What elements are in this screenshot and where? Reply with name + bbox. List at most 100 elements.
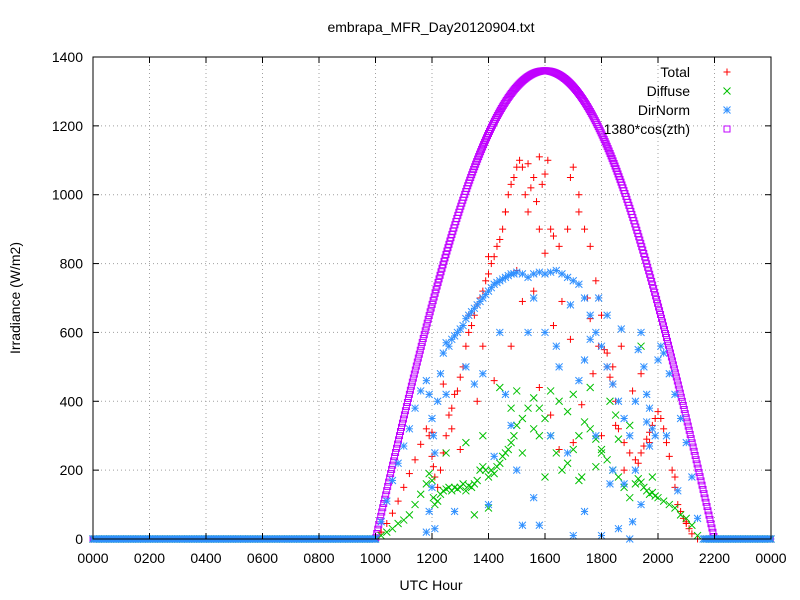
total-point xyxy=(507,342,515,350)
total-point xyxy=(578,401,586,409)
dirnorm-point xyxy=(671,390,679,399)
total-point xyxy=(485,253,492,261)
dirnorm-point xyxy=(673,486,682,495)
total-point xyxy=(657,415,665,422)
x-tick-label: 2000 xyxy=(642,550,673,566)
diffuse-point xyxy=(586,383,595,392)
envelope-point xyxy=(481,138,489,146)
diffuse-point xyxy=(659,497,668,505)
diffuse-point xyxy=(535,431,544,440)
envelope-point xyxy=(605,147,613,155)
dirnorm-point xyxy=(620,414,628,423)
envelope-point xyxy=(667,353,675,361)
total-point xyxy=(566,174,574,181)
dirnorm-point xyxy=(637,328,645,337)
dirnorm-point xyxy=(445,342,453,351)
envelope-point xyxy=(425,312,433,320)
dirnorm-point xyxy=(628,517,637,526)
x-axis-label: UTC Hour xyxy=(399,577,462,593)
diffuse-point xyxy=(495,459,504,468)
dirnorm-point xyxy=(614,524,623,533)
legend-label: Diffuse xyxy=(647,83,691,99)
diffuse-point xyxy=(512,421,521,430)
total-point xyxy=(445,411,453,419)
envelope-point xyxy=(399,415,407,423)
total-point xyxy=(535,384,543,392)
envelope-point xyxy=(674,381,682,389)
diffuse-point xyxy=(555,397,563,406)
total-point xyxy=(581,225,589,233)
dirnorm-point xyxy=(518,521,527,530)
envelope-point xyxy=(433,282,441,290)
envelope-point xyxy=(670,365,678,373)
envelope-point xyxy=(663,337,671,345)
legend: Total Diffuse DirNorm 1380*cos(zth) xyxy=(604,64,731,137)
envelope-point xyxy=(405,390,413,398)
legend-marker xyxy=(723,68,731,76)
dirnorm-point xyxy=(425,390,434,399)
envelope-point xyxy=(703,503,711,511)
total-point xyxy=(468,322,476,330)
diffuse-point xyxy=(481,466,490,474)
envelope-point xyxy=(654,299,662,307)
envelope-point xyxy=(679,401,687,409)
total-point xyxy=(527,184,535,192)
total-point xyxy=(549,232,557,240)
envelope-point xyxy=(411,366,419,374)
diffuse-point xyxy=(597,449,606,457)
envelope-point xyxy=(480,141,488,149)
data-points xyxy=(89,67,775,543)
diffuse-point xyxy=(671,504,679,512)
dirnorm-point xyxy=(512,268,521,277)
diffuse-point xyxy=(575,431,583,440)
envelope-point xyxy=(668,357,676,365)
y-tick-label: 400 xyxy=(60,393,84,409)
dirnorm-point xyxy=(597,342,606,351)
total-point xyxy=(547,225,555,233)
dirnorm-point xyxy=(462,363,470,371)
diffuse-point xyxy=(631,480,640,488)
diffuse-point xyxy=(470,511,479,519)
diffuse-point xyxy=(484,473,493,481)
y-tick-label: 600 xyxy=(60,324,84,340)
total-point xyxy=(465,328,473,336)
total-point xyxy=(612,421,620,429)
dirnorm-point xyxy=(642,418,651,426)
diffuse-point xyxy=(394,519,402,528)
envelope-point xyxy=(407,382,415,390)
dirnorm-point xyxy=(535,268,544,277)
diffuse-point xyxy=(563,459,572,468)
x-axis: 0000 0200 0400 0600 0800 1000 1200 1400 1600 1800… xyxy=(77,57,787,566)
total-point xyxy=(383,520,391,528)
diffuse-point xyxy=(614,435,623,444)
envelope-point xyxy=(691,451,699,459)
envelope-point xyxy=(683,418,691,426)
envelope-point xyxy=(692,456,700,464)
diffuse-point xyxy=(425,469,434,478)
envelope-point xyxy=(414,354,422,362)
diffuse-point xyxy=(495,383,504,392)
diffuse-point xyxy=(614,473,623,481)
envelope-point xyxy=(696,473,704,481)
total-point xyxy=(521,191,529,199)
legend-label: Total xyxy=(660,64,690,80)
dirnorm-point xyxy=(433,397,442,406)
diffuse-point xyxy=(462,438,470,447)
envelope-point xyxy=(412,362,420,370)
envelope-point xyxy=(708,524,716,532)
envelope-point xyxy=(427,304,435,312)
diffuse-point xyxy=(504,445,513,454)
diffuse-point xyxy=(688,521,696,530)
diffuse-point xyxy=(535,404,544,413)
dirnorm-point xyxy=(640,363,648,371)
total-point xyxy=(456,373,464,381)
total-point xyxy=(544,156,552,164)
dirnorm-point xyxy=(563,449,572,457)
total-point xyxy=(377,528,385,536)
diffuse-point xyxy=(648,473,657,481)
diffuse-point xyxy=(405,511,414,519)
dirnorm-point xyxy=(422,528,431,536)
envelope-point xyxy=(656,307,664,315)
dirnorm-point xyxy=(645,404,654,413)
diffuse-point xyxy=(541,414,549,423)
